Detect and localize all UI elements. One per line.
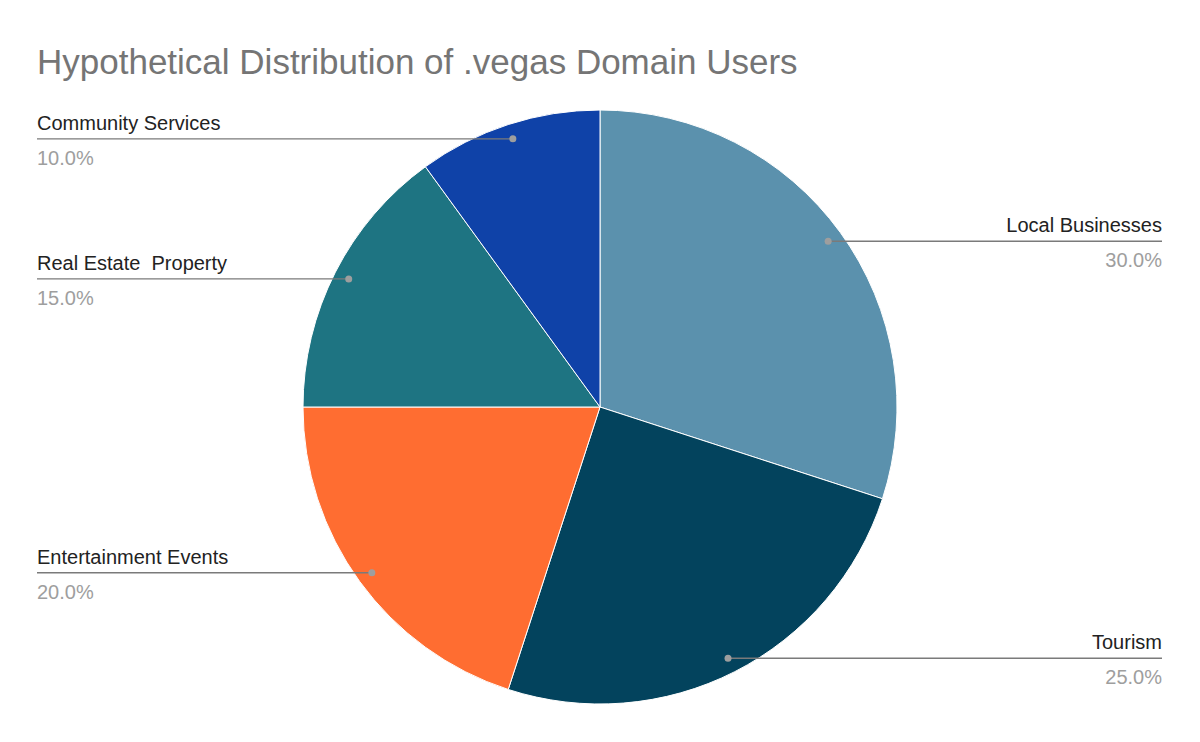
chart-title: Hypothetical Distribution of .vegas Doma… — [37, 42, 798, 81]
slice-label: Local Businesses — [1006, 214, 1162, 236]
chart: Hypothetical Distribution of .vegas Doma… — [0, 0, 1200, 742]
pie-slice — [303, 407, 600, 689]
slice-label: Real Estate Property — [37, 252, 227, 274]
leader-line — [728, 658, 1162, 659]
pie — [303, 110, 897, 704]
leader-dot — [509, 135, 516, 142]
labels: Local Businesses 30.0% Tourism 25.0% Enterta… — [37, 112, 1162, 688]
data-label: 25.0% — [1105, 666, 1162, 688]
leader-dot — [725, 655, 732, 662]
leader-dot — [345, 275, 352, 282]
data-label: 20.0% — [37, 581, 94, 603]
slice-label: Entertainment Events — [37, 546, 228, 568]
data-label: 10.0% — [37, 147, 94, 169]
slice-label: Tourism — [1092, 631, 1162, 653]
data-label: 15.0% — [37, 287, 94, 309]
leader-dot — [825, 238, 832, 245]
background — [0, 0, 1200, 742]
leader-line — [828, 241, 1162, 242]
leader-line — [37, 278, 349, 279]
leader-line — [37, 138, 513, 139]
leader-line — [37, 572, 372, 573]
data-label: 30.0% — [1105, 249, 1162, 271]
leader-dot — [368, 569, 375, 576]
pie-slice — [425, 110, 600, 407]
slice-label: Community Services — [37, 112, 220, 134]
